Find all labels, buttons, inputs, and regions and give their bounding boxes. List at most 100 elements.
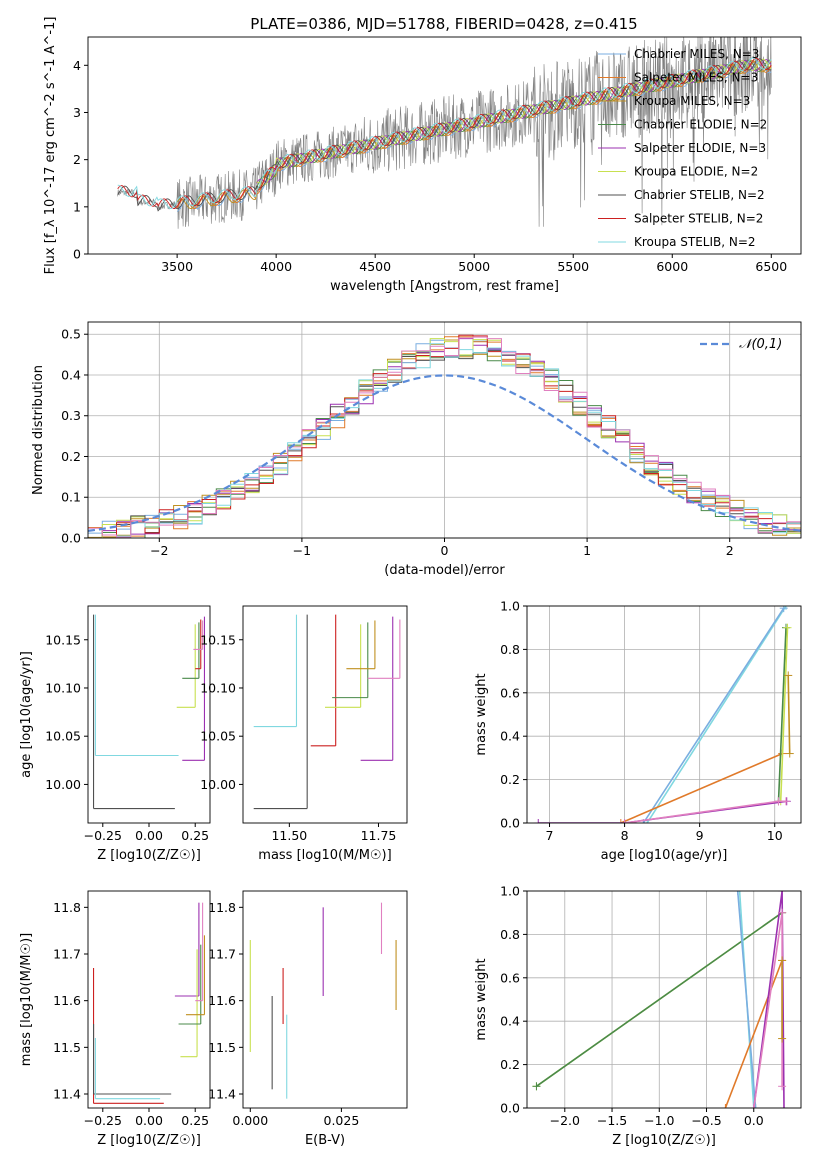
y-tick-label: 11.6 <box>53 993 81 1008</box>
x-tick-label: −0.25 <box>84 1113 122 1128</box>
x-tick-label: 0 <box>441 543 449 558</box>
legend-entry: Chabrier STELIB, N=2 <box>634 188 765 202</box>
y-tick-label: 2 <box>73 152 81 167</box>
y-tick-label: 0.6 <box>500 685 520 700</box>
x-tick-label: 10 <box>767 828 783 843</box>
residual-panel: −2 −1 0 1 2 0.0 0.1 0.2 0.3 0.4 0.5 (data-model)/er… <box>31 321 802 578</box>
y-tick-label: 0.2 <box>61 449 81 464</box>
x-tick-label: 1 <box>583 543 591 558</box>
x-axis-label: E(B-V) <box>305 1133 345 1148</box>
y-tick-label: 0.8 <box>500 927 520 942</box>
y-tick-label: 11.7 <box>208 947 236 962</box>
y-tick-label: 0.0 <box>61 531 81 546</box>
legend-entry: Chabrier ELODIE, N=2 <box>634 118 767 132</box>
y-tick-label: 0.5 <box>61 327 81 342</box>
y-axis-label: mass weight <box>474 673 489 755</box>
x-tick-label: 0.00 <box>135 828 163 843</box>
x-tick-label: 0.000 <box>232 1113 268 1128</box>
y-tick-label: 3 <box>73 105 81 120</box>
x-tick-label: 5500 <box>557 259 589 274</box>
x-tick-label: 2 <box>726 543 734 558</box>
x-tick-label: −1.5 <box>597 1113 627 1128</box>
weight-line-salpeter_miles <box>724 960 783 1108</box>
y-tick-label: 1.0 <box>500 599 520 614</box>
axes-frame <box>526 890 802 1109</box>
y-tick-label: 10.00 <box>45 777 81 792</box>
y-tick-label: 0.0 <box>500 816 520 831</box>
mass-vs-Z-panel: −0.25 0.00 0.25 11.4 11.5 11.6 11.7 11.8 Z [log1… <box>19 890 211 1148</box>
x-axis-label: Z [log10(Z/Z☉)] <box>612 1133 716 1148</box>
legend-entry: Kroupa ELODIE, N=2 <box>634 165 758 179</box>
y-tick-label: 0.6 <box>500 970 520 985</box>
legend-entry: Salpeter ELODIE, N=3 <box>634 141 766 155</box>
y-tick-label: 10.05 <box>200 729 236 744</box>
y-tick-label: 1.0 <box>500 884 520 899</box>
legend-entry: Chabrier MILES, N=3 <box>634 47 759 61</box>
weight-line-kroupa_elodie <box>779 627 789 802</box>
y-tick-label: 11.8 <box>53 900 81 915</box>
y-axis-label: mass [log10(M/M☉)] <box>19 933 34 1066</box>
y-tick-label: 1 <box>73 199 81 214</box>
y-tick-label: 0.2 <box>500 1057 520 1072</box>
spectrum-panel: 3500 4000 4500 5000 5500 6000 6500 0 1 2 3 4 wavelen… <box>43 17 802 294</box>
weight-line-salpeter_elodie <box>753 891 785 1108</box>
plot-area <box>534 606 794 823</box>
x-tick-label: −0.5 <box>691 1113 721 1128</box>
y-tick-label: 0.3 <box>61 408 81 423</box>
x-tick-label: 3500 <box>161 259 193 274</box>
y-tick-label: 0.8 <box>500 642 520 657</box>
histogram-kroupa_elodie <box>88 338 801 538</box>
plot-area <box>249 902 397 1099</box>
y-tick-label: 10.15 <box>45 632 81 647</box>
y-tick-label: 0.4 <box>500 1014 520 1029</box>
weight-line-chabrier_elodie <box>777 627 787 802</box>
axes-frame <box>87 36 802 255</box>
x-tick-label: 11.50 <box>271 828 307 843</box>
axes-frame <box>526 605 802 824</box>
x-tick-label: 0.00 <box>135 1113 163 1128</box>
x-tick-label: −2.0 <box>550 1113 580 1128</box>
y-axis-label: age [log10(age/yr)] <box>19 651 34 778</box>
y-tick-label: 11.8 <box>208 900 236 915</box>
histogram-extra_pink <box>88 336 801 538</box>
y-tick-label: 11.5 <box>53 1040 81 1055</box>
x-tick-label: −2 <box>150 543 168 558</box>
x-axis-label: wavelength [Angstrom, rest frame] <box>330 279 559 294</box>
model-spectrum-salpeter_stelib <box>117 57 772 210</box>
weight-line-extra_pink <box>753 912 783 1108</box>
x-tick-label: 4000 <box>260 259 292 274</box>
weight-line-chabrier_miles <box>642 607 785 823</box>
plot-area <box>253 614 401 810</box>
x-tick-label: 8 <box>621 828 629 843</box>
weight-line-kroupa_miles <box>787 675 791 754</box>
mass-vs-EBV-panel: 0.000 0.025 11.4 11.5 11.6 11.7 11.8 E(B-V) <box>208 890 408 1148</box>
y-tick-label: 10.00 <box>200 777 236 792</box>
y-tick-label: 0.4 <box>61 367 81 382</box>
y-tick-label: 10.05 <box>45 729 81 744</box>
x-tick-label: 0.025 <box>324 1113 360 1128</box>
weight-vs-Z-panel: −2.0 −1.5 −1.0 −0.5 0.0 0.0 0.2 0.4 0.6 0.8 1.0 Z [… <box>474 884 802 1148</box>
axes-frame <box>87 890 211 1109</box>
y-tick-label: 11.4 <box>208 1087 236 1102</box>
x-tick-label: 0.0 <box>744 1113 764 1128</box>
axes-frame <box>242 890 408 1109</box>
y-tick-label: 10.15 <box>200 632 236 647</box>
figure-title: PLATE=0386, MJD=51788, FIBERID=0428, z=0… <box>250 15 637 33</box>
x-axis-label: age [log10(age/yr)] <box>601 848 728 863</box>
x-tick-label: 11.75 <box>361 828 397 843</box>
legend-entry: Kroupa STELIB, N=2 <box>634 235 756 249</box>
x-tick-label: 0.25 <box>181 1113 209 1128</box>
y-tick-label: 11.7 <box>53 947 81 962</box>
y-tick-label: 0.2 <box>500 772 520 787</box>
x-axis-label: Z [log10(Z/Z☉)] <box>97 1133 201 1148</box>
plot-area <box>117 37 772 229</box>
y-tick-label: 10.10 <box>45 680 81 695</box>
x-tick-label: 4500 <box>359 259 391 274</box>
weight-line-kroupa_stelib <box>646 606 787 823</box>
y-axis-label: mass weight <box>474 958 489 1040</box>
weight-vs-age-panel: 7 8 9 10 0.0 0.2 0.4 0.6 0.8 1.0 age [log10(age/yr… <box>474 599 802 863</box>
y-tick-label: 4 <box>73 58 81 73</box>
plot-area <box>88 334 801 538</box>
legend-entry: Salpeter MILES, N=3 <box>634 71 758 85</box>
